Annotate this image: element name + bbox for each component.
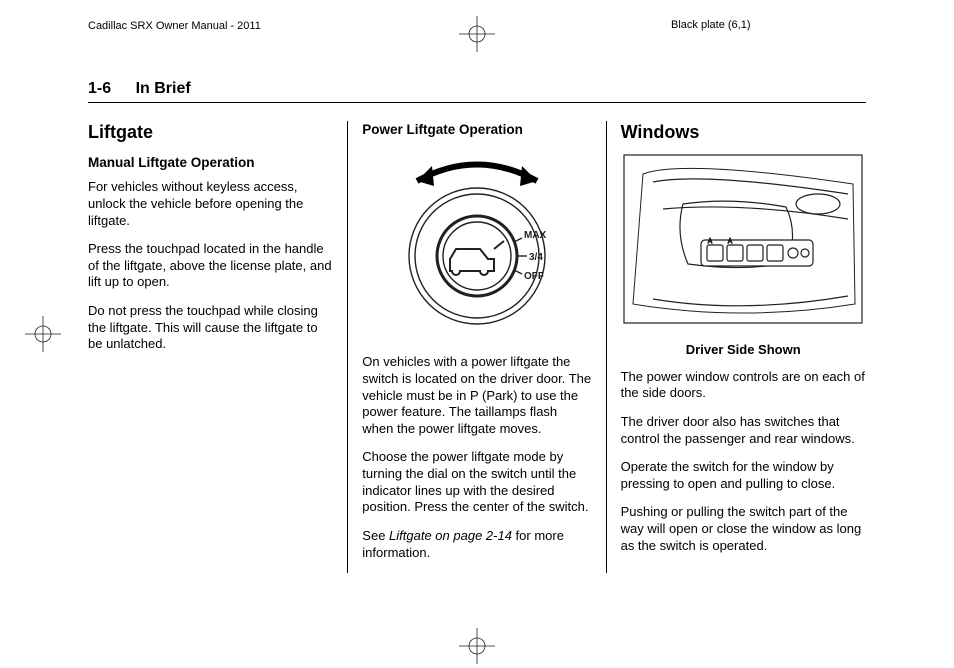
windows-para-1: The power window controls are on each of… [621, 369, 866, 402]
power-liftgate-para-3: See Liftgate on page 2-14 for more infor… [362, 528, 591, 561]
windows-para-4: Pushing or pulling the switch part of th… [621, 504, 866, 554]
content-area: 1-6 In Brief Liftgate Manual Liftgate Op… [88, 80, 866, 638]
chapter-title: In Brief [136, 80, 191, 97]
power-liftgate-para-1: On vehicles with a power liftgate the sw… [362, 354, 591, 437]
power-liftgate-para-2: Choose the power liftgate mode by turnin… [362, 449, 591, 516]
liftgate-heading: Liftgate [88, 121, 333, 144]
column-3: Windows [607, 121, 866, 573]
columns: Liftgate Manual Liftgate Operation For v… [88, 121, 866, 573]
dial-label-off: OFF [524, 271, 544, 282]
print-header: Cadillac SRX Owner Manual - 2011 Black p… [0, 20, 954, 38]
power-liftgate-dial-figure: MAX 3/4 OFF [362, 146, 591, 336]
svg-text:A: A [708, 239, 712, 245]
windows-para-2: The driver door also has switches that c… [621, 414, 866, 447]
xref-liftgate: Liftgate on page 2-14 [389, 528, 512, 543]
windows-para-3: Operate the switch for the window by pre… [621, 459, 866, 492]
registration-mark-top [459, 16, 495, 52]
driver-door-figure: A A [621, 154, 866, 324]
plate-box: Black plate (6,1) [665, 17, 845, 34]
column-1: Liftgate Manual Liftgate Operation For v… [88, 121, 347, 573]
page: Cadillac SRX Owner Manual - 2011 Black p… [0, 0, 954, 668]
dial-label-max: MAX [524, 230, 547, 241]
svg-text:A: A [728, 239, 732, 245]
manual-liftgate-subheading: Manual Liftgate Operation [88, 154, 333, 171]
liftgate-para-2: Press the touchpad located in the handle… [88, 241, 333, 291]
plate-label: Black plate (6,1) [665, 19, 750, 31]
page-number: 1-6 [88, 80, 111, 97]
liftgate-para-1: For vehicles without keyless access, unl… [88, 179, 333, 229]
registration-mark-left [25, 316, 61, 352]
liftgate-para-3: Do not press the touchpad while closing … [88, 303, 333, 353]
running-head: 1-6 In Brief [88, 80, 866, 103]
driver-door-caption: Driver Side Shown [621, 342, 866, 359]
dial-label-34: 3/4 [529, 252, 543, 263]
column-2: Power Liftgate Operation [347, 121, 606, 573]
windows-heading: Windows [621, 121, 866, 144]
xref-prefix: See [362, 528, 389, 543]
power-liftgate-subheading: Power Liftgate Operation [362, 121, 591, 138]
manual-title: Cadillac SRX Owner Manual - 2011 [88, 20, 261, 32]
